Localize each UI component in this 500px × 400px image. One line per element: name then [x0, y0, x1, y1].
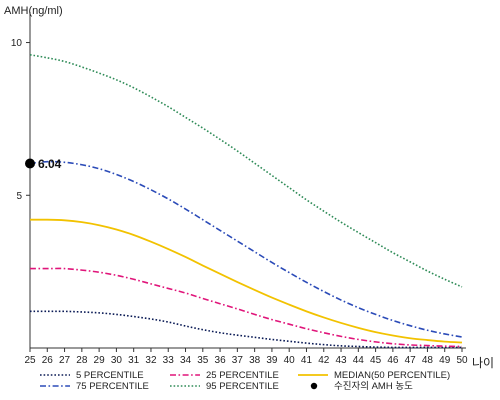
x-tick-label: 38 [249, 355, 261, 366]
x-tick-label: 25 [24, 355, 36, 366]
series-line-25-percentile [29, 267, 463, 348]
patient-amh-value-label: 6.04 [38, 157, 62, 171]
x-tick-label: 48 [422, 355, 434, 366]
x-tick-label: 32 [145, 355, 157, 366]
legend-label-95-percentile: 95 PERCENTILE [206, 381, 279, 392]
series-line-median-50-percentile [29, 218, 463, 344]
series-line-95-percentile [29, 53, 463, 288]
x-tick-label: 39 [266, 355, 278, 366]
x-tick-label: 31 [128, 355, 140, 366]
legend-label-5-percentile: 5 PERCENTILE [76, 370, 144, 381]
legend: 5 PERCENTILE 25 PERCENTILE MEDIAN(50 PERCE… [40, 370, 450, 392]
x-tick-label: 41 [301, 355, 313, 366]
y-axis-title: AMH(ng/ml) [4, 5, 63, 17]
x-tick-label: 45 [370, 355, 382, 366]
series-line-75-percentile [29, 160, 463, 338]
x-tick-label: 42 [318, 355, 330, 366]
x-tick-label: 36 [215, 355, 227, 366]
x-tick-label: 47 [405, 355, 417, 366]
series-layer [29, 53, 463, 349]
marker-layer: 6.04 [25, 157, 62, 171]
x-tick-label: 44 [353, 355, 365, 366]
axes: AMH(ng/ml) 나이 5 10 25 26 27 28 29 30 31 32 33 34 35… [4, 5, 494, 370]
y-ticks: 5 10 [11, 38, 30, 202]
x-tick-label: 46 [387, 355, 399, 366]
x-tick-label: 29 [94, 355, 106, 366]
x-tick-label: 50 [456, 355, 468, 366]
x-tick-label: 35 [197, 355, 209, 366]
series-line-5-percentile [30, 310, 462, 349]
x-tick-label: 33 [163, 355, 175, 366]
x-tick-label: 26 [42, 355, 54, 366]
x-tick-label: 27 [59, 355, 71, 366]
x-axis-title: 나이 [472, 356, 494, 370]
y-tick-label: 5 [16, 191, 22, 202]
x-tick-label: 49 [439, 355, 451, 366]
legend-label-75-percentile: 75 PERCENTILE [76, 381, 149, 392]
patient-amh-marker [25, 158, 35, 169]
x-tick-label: 37 [232, 355, 244, 366]
x-tick-label: 40 [284, 355, 296, 366]
x-tick-label: 43 [335, 355, 347, 366]
y-tick-label: 10 [11, 38, 23, 49]
legend-label-25-percentile: 25 PERCENTILE [206, 370, 279, 381]
x-tick-label: 34 [180, 355, 192, 366]
legend-swatch-patient-amh [310, 382, 318, 390]
legend-label-median-50-percentile: MEDIAN(50 PERCENTILE) [334, 370, 450, 381]
legend-label-patient-amh: 수진자의 AMH 농도 [334, 381, 413, 392]
x-tick-label: 30 [111, 355, 123, 366]
x-tick-label: 28 [76, 355, 88, 366]
x-ticks: 25 26 27 28 29 30 31 32 33 34 35 36 37 38 39 40 41 42 43 44… [24, 348, 468, 366]
